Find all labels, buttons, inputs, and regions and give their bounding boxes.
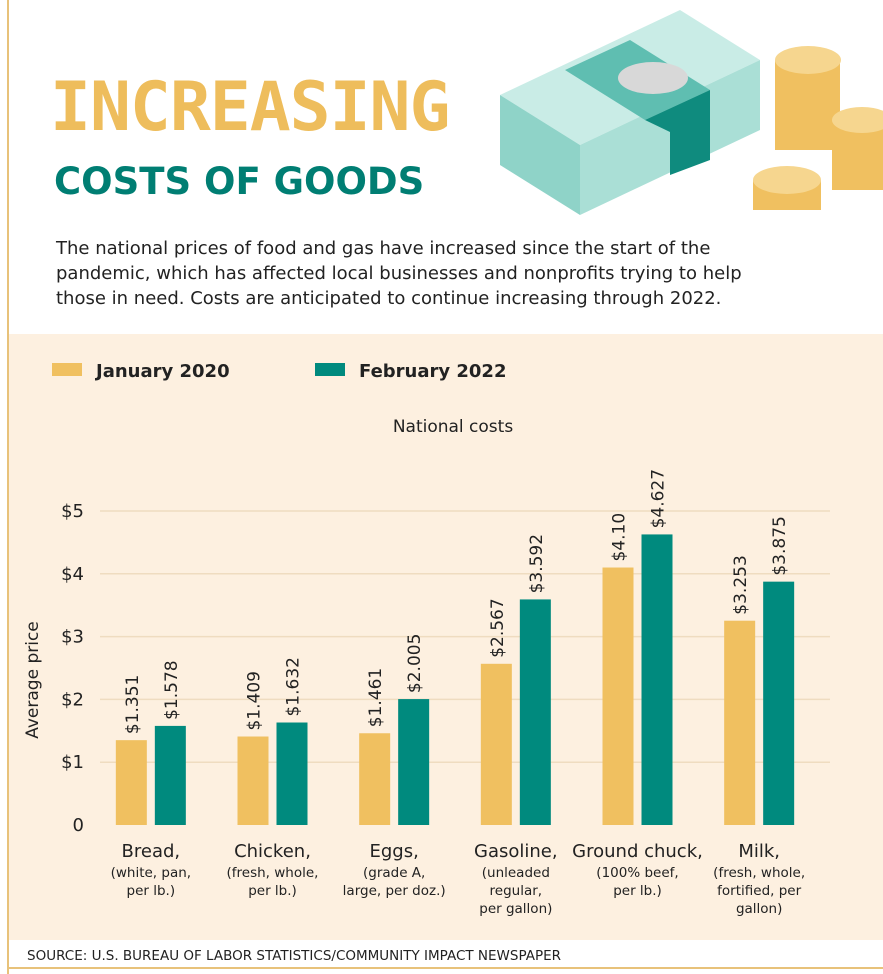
x-tick-note: (100% beef, [596, 865, 678, 881]
value-label: $1.351 [123, 675, 143, 734]
y-tick-label: 0 [73, 815, 84, 836]
intro: The national prices of food and gas have… [56, 238, 742, 309]
chart-title: National costs [393, 417, 514, 437]
bar [724, 620, 756, 825]
bar [398, 699, 430, 825]
y-tick-label: $1 [61, 752, 84, 773]
x-tick-note: (grade A, [363, 865, 425, 881]
x-tick-note: (fresh, whole, [227, 865, 319, 881]
subtitle: COSTS OF GOODS [54, 160, 425, 203]
x-tick-note: large, per doz.) [343, 883, 446, 899]
value-label: $4.627 [649, 469, 669, 528]
value-label: $1.409 [245, 671, 265, 730]
x-tick-label: Milk, [738, 841, 780, 862]
value-label: $3.875 [770, 516, 790, 575]
x-tick-label: Eggs, [370, 841, 419, 862]
y-tick-label: $4 [61, 564, 84, 585]
value-label: $3.592 [527, 534, 547, 593]
illustration [500, 10, 883, 215]
bar [763, 581, 795, 825]
bar [519, 599, 551, 825]
x-tick-note: per gallon) [479, 901, 552, 917]
bar [237, 736, 269, 825]
x-tick-note: (unleaded [482, 865, 550, 881]
bar [480, 663, 512, 825]
x-tick-label: Ground chuck, [572, 841, 703, 862]
value-label: $1.578 [162, 660, 182, 719]
x-tick-label: Bread, [122, 841, 181, 862]
x-tick-note: (white, pan, [111, 865, 192, 881]
x-tick-note: per lb.) [248, 883, 297, 899]
bar [276, 722, 308, 825]
title: INCREASING [50, 68, 450, 147]
y-tick-label: $5 [61, 501, 84, 522]
bar [359, 733, 391, 825]
x-tick-note: (fresh, whole, [713, 865, 805, 881]
x-tick-note: regular, [490, 883, 543, 899]
legend-swatch [52, 363, 82, 376]
bar [641, 534, 673, 825]
bar [602, 567, 634, 825]
legend-label: February 2022 [359, 361, 506, 382]
bar [154, 725, 186, 825]
x-tick-label: Gasoline, [474, 841, 558, 862]
x-tick-note: gallon) [736, 901, 782, 917]
x-tick-note: fortified, per [717, 883, 801, 899]
x-tick-note: per lb.) [613, 883, 662, 899]
value-label: $4.10 [610, 513, 630, 562]
value-label: $2.567 [488, 598, 508, 657]
bar [115, 740, 147, 825]
y-axis-label: Average price [23, 621, 43, 739]
x-tick-label: Chicken, [234, 841, 311, 862]
x-tick-note: per lb.) [127, 883, 176, 899]
legend-swatch [315, 363, 345, 376]
y-tick-label: $2 [61, 689, 84, 710]
y-tick-label: $3 [61, 627, 84, 648]
value-label: $2.005 [405, 634, 425, 693]
value-label: $1.461 [366, 668, 386, 727]
source: SOURCE: U.S. BUREAU OF LABOR STATISTICS/… [27, 948, 561, 964]
legend-label: January 2020 [94, 361, 230, 382]
value-label: $1.632 [284, 657, 304, 716]
value-label: $3.253 [731, 555, 751, 614]
